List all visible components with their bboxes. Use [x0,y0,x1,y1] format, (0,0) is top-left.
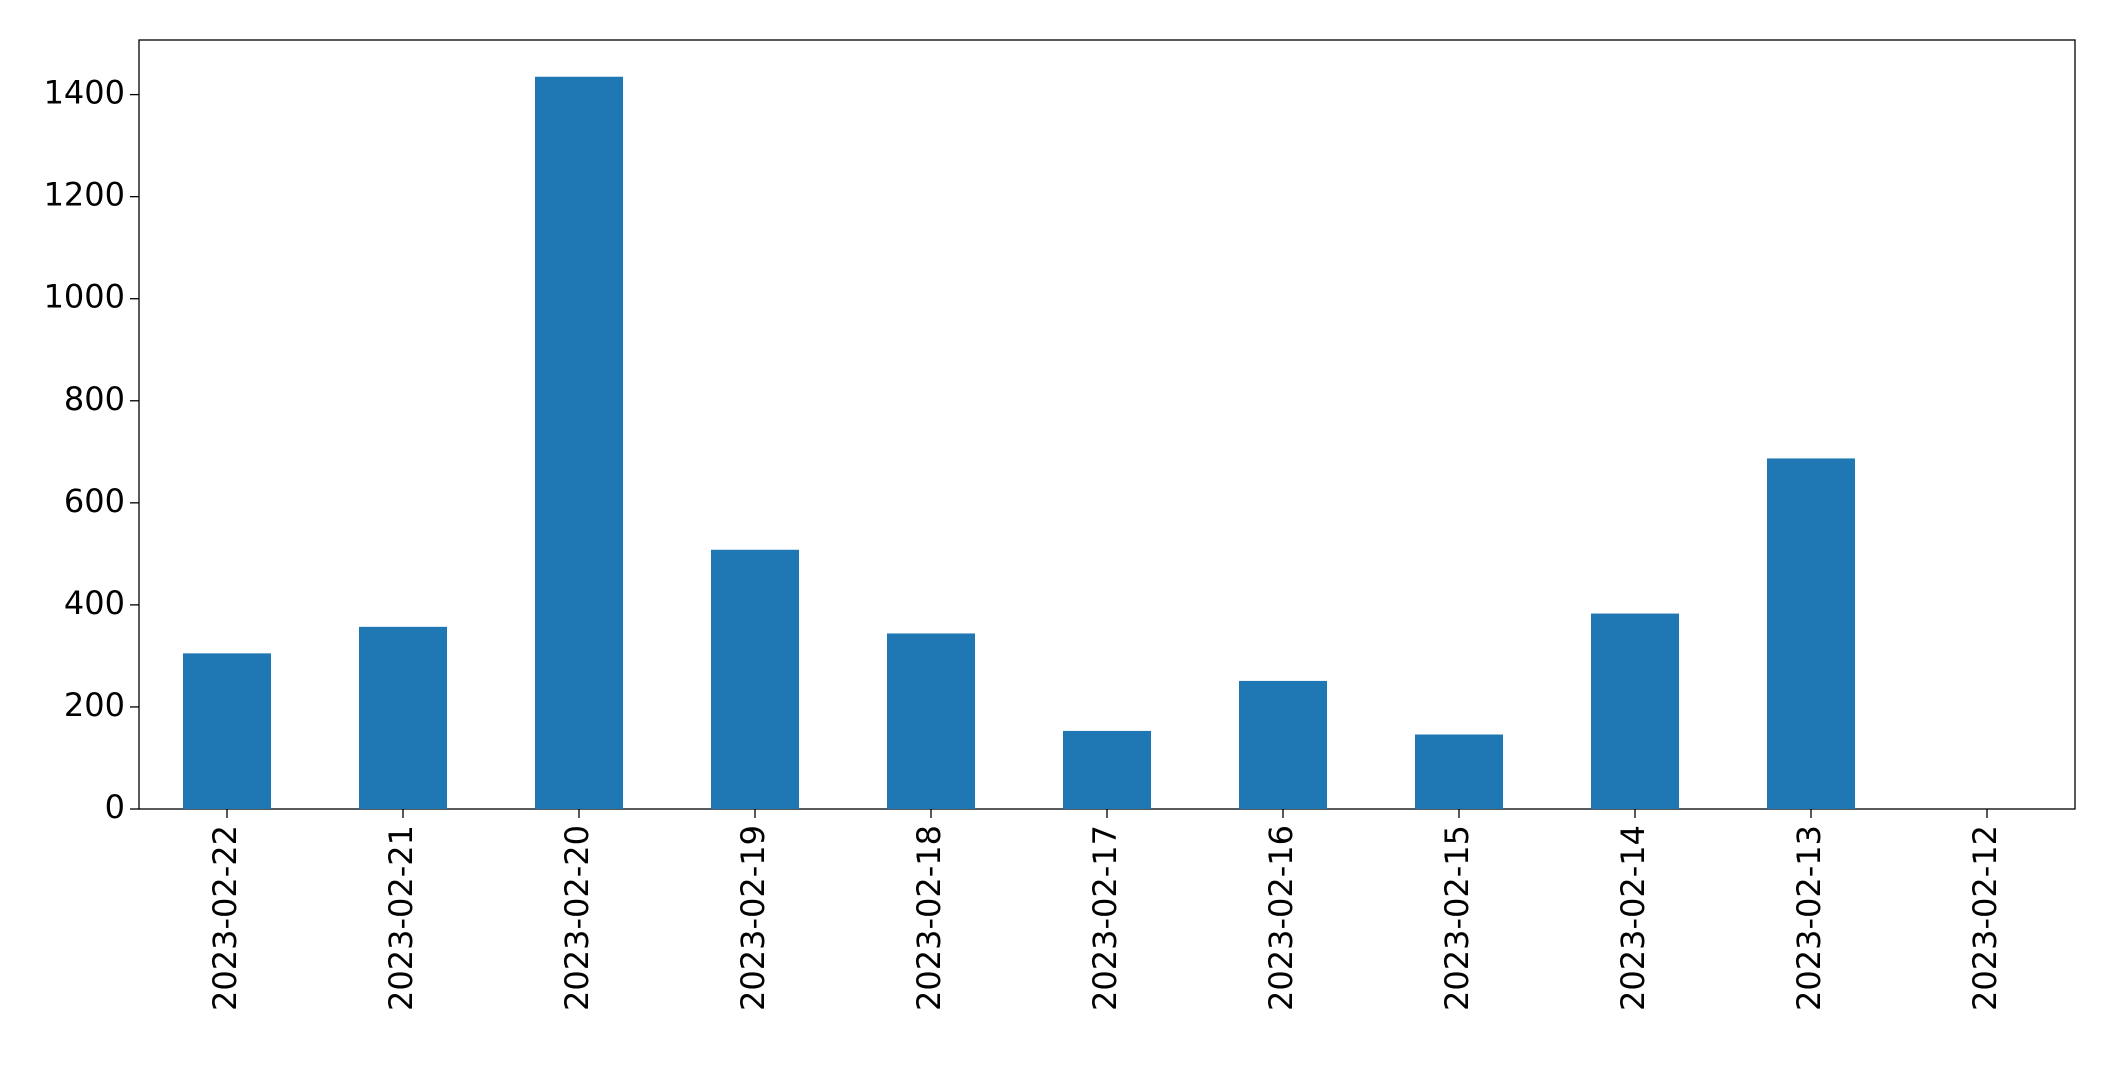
y-tick-label: 1400 [44,74,125,112]
x-tick-label: 2023-02-22 [206,825,244,1011]
y-tick-label: 200 [64,686,125,724]
bar [1239,680,1327,809]
y-tick-label: 1000 [44,278,125,316]
bar [1415,734,1503,809]
x-tick-label: 2023-02-16 [1262,825,1300,1011]
x-tick-label: 2023-02-12 [1966,825,2004,1011]
bar [887,633,975,809]
x-tick-label: 2023-02-21 [382,825,420,1011]
bar [711,549,799,809]
x-tick-label: 2023-02-15 [1438,825,1476,1011]
bar [535,76,623,810]
x-tick-label: 2023-02-13 [1790,825,1828,1011]
x-tick-label: 2023-02-19 [734,825,772,1011]
x-tick-label: 2023-02-20 [558,825,596,1011]
x-tick-label: 2023-02-18 [910,825,948,1011]
bar [359,626,447,809]
y-tick-label: 600 [64,482,125,520]
y-tick-label: 0 [105,788,125,826]
x-tick-label: 2023-02-17 [1086,825,1124,1011]
bar [183,653,271,809]
x-tick-label: 2023-02-14 [1614,825,1652,1011]
y-tick-label: 400 [64,584,125,622]
y-tick-label: 800 [64,380,125,418]
bar [1063,730,1151,809]
y-tick-label: 1200 [44,176,125,214]
bar [1767,458,1855,809]
bar [1591,613,1679,809]
